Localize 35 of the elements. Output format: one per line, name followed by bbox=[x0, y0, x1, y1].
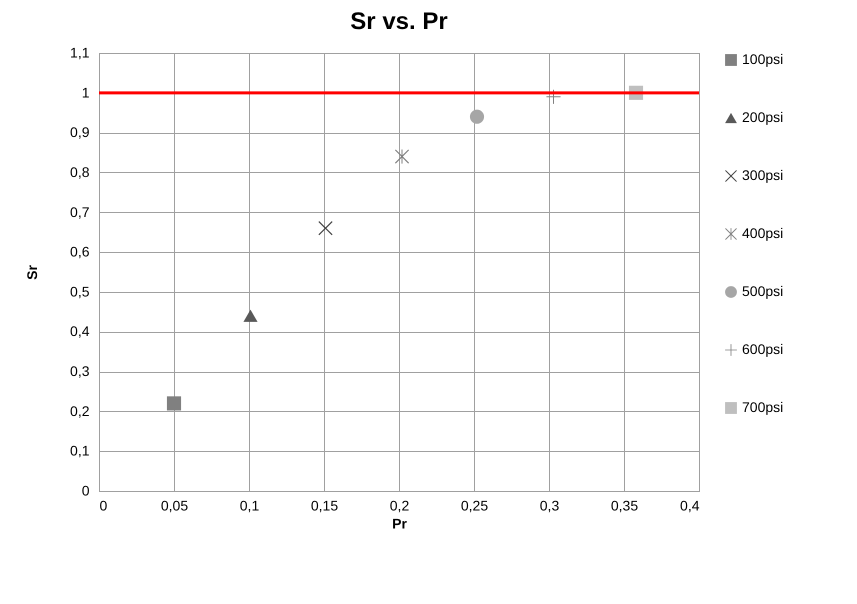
chart-title: Sr vs. Pr bbox=[350, 8, 448, 35]
y-tick-label: 0 bbox=[82, 482, 90, 498]
x-tick-label: 0,3 bbox=[540, 498, 560, 514]
legend-label: 400psi bbox=[742, 225, 784, 241]
x-axis-title: Pr bbox=[392, 516, 408, 532]
y-tick-label: 0,5 bbox=[70, 283, 90, 300]
y-tick-label: 0,6 bbox=[70, 244, 90, 260]
legend-label: 200psi bbox=[742, 109, 784, 125]
legend-label: 300psi bbox=[742, 167, 784, 183]
y-tick-label: 1 bbox=[82, 84, 90, 100]
legend-label: 100psi bbox=[742, 51, 784, 67]
y-tick-label: 1,1 bbox=[70, 44, 90, 60]
point bbox=[243, 310, 258, 322]
y-tick-label: 0,9 bbox=[70, 124, 90, 140]
y-tick-label: 0,7 bbox=[70, 204, 90, 220]
y-axis-title: Sr bbox=[24, 264, 40, 280]
y-tick-label: 0,3 bbox=[70, 363, 90, 380]
point bbox=[318, 221, 333, 236]
y-tick-label: 0,8 bbox=[70, 164, 90, 180]
point bbox=[166, 396, 182, 410]
legend-label: 600psi bbox=[742, 341, 784, 357]
x-tick-label: 0,1 bbox=[240, 498, 260, 514]
legend-label: 700psi bbox=[742, 399, 784, 415]
x-tick-label: 0,35 bbox=[610, 498, 638, 514]
x-tick-label: 0,15 bbox=[310, 498, 338, 514]
x-tick-label: 0,05 bbox=[160, 498, 188, 514]
x-tick-label: 0 bbox=[100, 498, 108, 514]
y-tick-label: 0,2 bbox=[70, 402, 90, 419]
y-tick-label: 0,1 bbox=[70, 442, 90, 459]
y-tick-label: 0,4 bbox=[70, 323, 90, 340]
point bbox=[470, 110, 484, 124]
legend-label: 500psi bbox=[742, 283, 784, 299]
x-tick-label: 0,4 bbox=[680, 498, 700, 514]
x-tick-label: 0,25 bbox=[460, 498, 488, 514]
x-tick-label: 0,2 bbox=[390, 498, 410, 514]
